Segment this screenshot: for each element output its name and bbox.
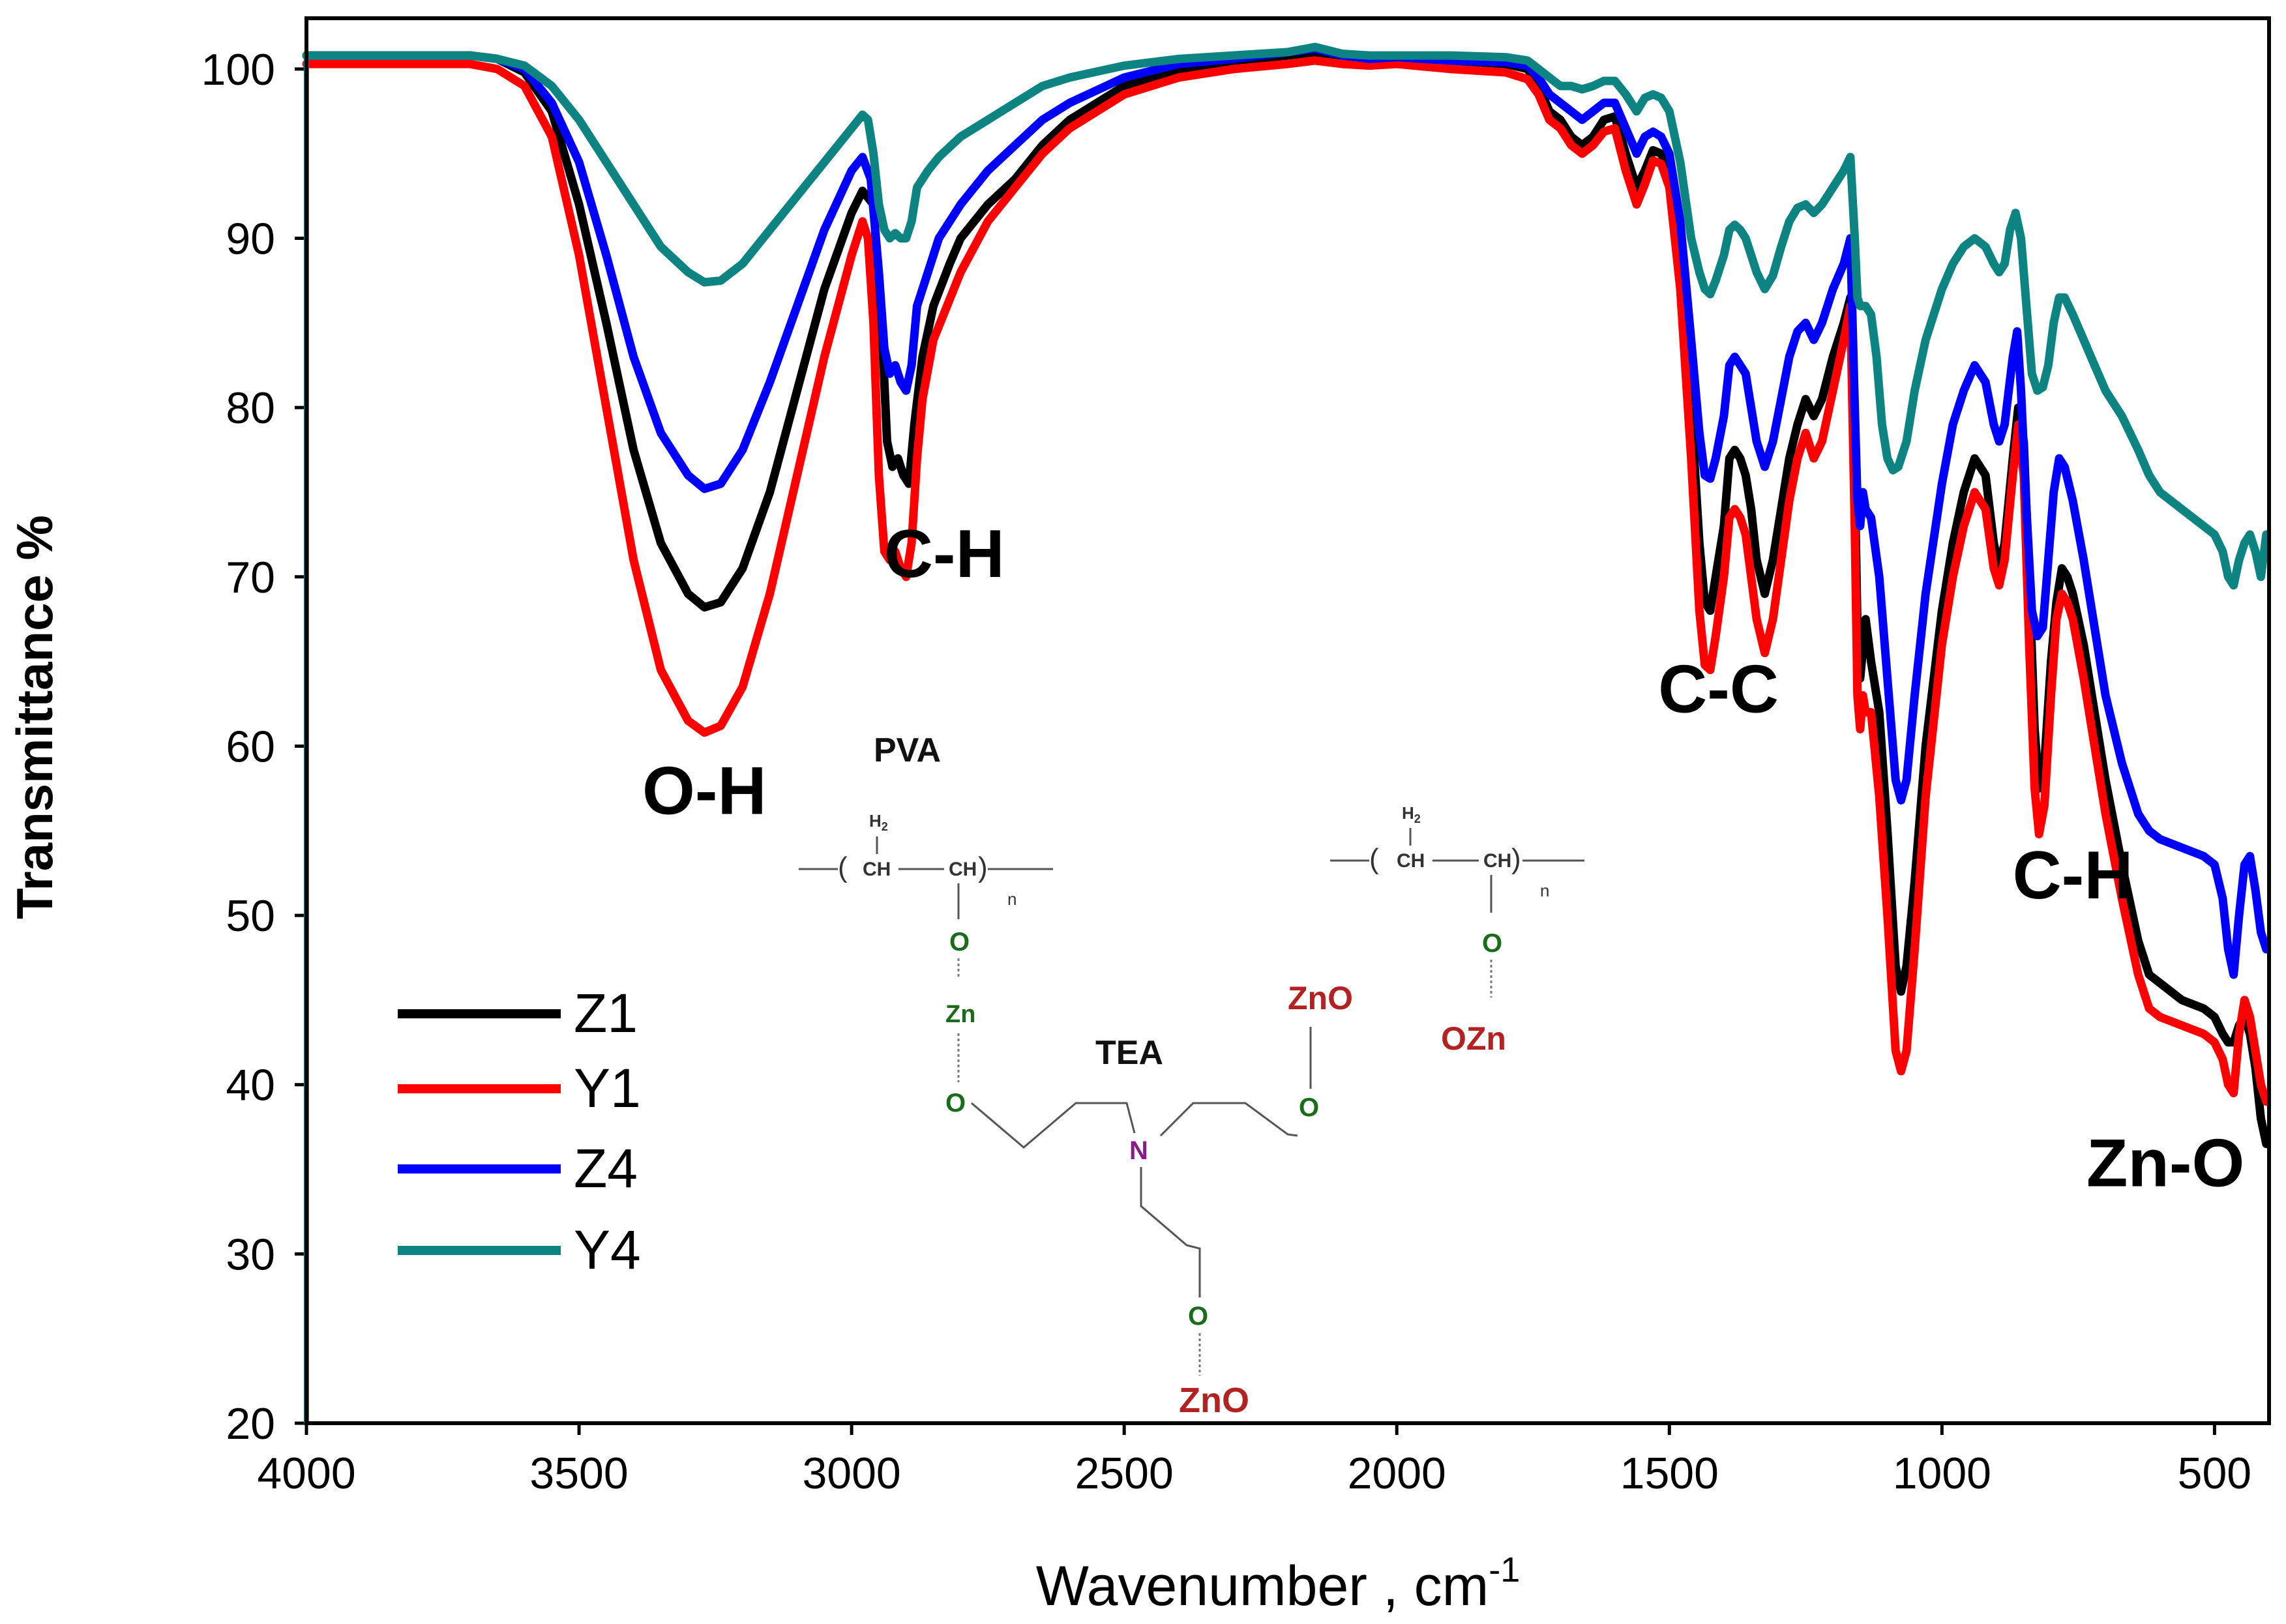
- plot-frame: [304, 16, 2271, 1425]
- peak-annotation: C-C: [1658, 652, 1779, 728]
- tea-bottom-zno: ZnO: [1179, 1381, 1249, 1420]
- pva-right-open-paren: (: [1369, 843, 1379, 875]
- pva-chain-right: ( CH H2 CH ) n O OZn: [1330, 803, 1584, 1057]
- pva-left-open-paren: (: [838, 851, 848, 883]
- x-tick-label: 3000: [802, 1449, 900, 1498]
- tea-nitrogen: N: [1129, 1136, 1148, 1165]
- pva-right-oxygen: O: [1482, 929, 1502, 958]
- series-line-y1: [302, 56, 2271, 1106]
- pva-label: PVA: [874, 731, 941, 769]
- pva-chain-left: ( CH H2 CH ) n O Zn: [799, 811, 1053, 1082]
- legend-label-z1: Z1: [574, 982, 638, 1044]
- axis-ticks: 4000 3500 3000 2500 2000 1500 1000 500 20 30 40 50 6…: [201, 45, 2252, 1498]
- x-tick-label: 2000: [1348, 1449, 1446, 1498]
- legend-entry-y1: Y1: [398, 1057, 641, 1119]
- y-tick-label: 80: [226, 383, 275, 433]
- legend-label-z4: Z4: [574, 1138, 638, 1199]
- tea-left-oxygen: O: [945, 1089, 966, 1117]
- peak-annotation: C-H: [884, 516, 1005, 592]
- x-axis-label-superscript: -1: [1489, 1550, 1520, 1589]
- series-line-z4: [302, 44, 2271, 979]
- pva-left-h2: H2: [869, 811, 888, 833]
- peak-annotations: O-H C-H C-C C-H Zn-O: [642, 516, 2244, 1202]
- chemical-structure-inset: PVA ( CH H2 CH ) n O Zn TEA O N O: [799, 731, 1584, 1420]
- tea-right-arm: [1159, 1102, 1298, 1137]
- x-tick-label: 1500: [1620, 1449, 1719, 1498]
- tea-bottom-oxygen: O: [1188, 1302, 1208, 1331]
- pva-right-close-paren: ): [1511, 843, 1521, 875]
- pva-right-h2: H2: [1402, 803, 1421, 825]
- tea-molecule: TEA O N O ZnO O ZnO: [945, 980, 1353, 1420]
- pva-left-oxygen: O: [949, 928, 970, 956]
- x-axis-label: Wavenumber , cm-1: [1036, 1550, 1521, 1617]
- y-tick-label: 40: [226, 1061, 275, 1110]
- tea-bottom-arm: [1140, 1167, 1201, 1297]
- series-line-y4: [302, 42, 2271, 590]
- pva-right-repeat-n: n: [1540, 881, 1549, 900]
- y-axis-label: Transmittance %: [6, 515, 63, 919]
- x-tick-label: 1000: [1893, 1449, 1991, 1498]
- tea-left-arm: [971, 1102, 1136, 1149]
- y-tick-label: 30: [226, 1230, 275, 1279]
- x-tick-label: 3500: [529, 1449, 628, 1498]
- pva-left-ch2: CH: [863, 859, 891, 880]
- y-tick-label: 100: [201, 45, 275, 95]
- x-tick-label: 4000: [257, 1449, 355, 1498]
- tea-right-oxygen: O: [1299, 1093, 1319, 1122]
- peak-annotation: Zn-O: [2086, 1126, 2245, 1202]
- pva-left-ch: CH: [949, 859, 977, 880]
- tea-right-zno: ZnO: [1288, 980, 1353, 1016]
- y-tick-label: 70: [226, 553, 275, 602]
- legend-label-y4: Y4: [574, 1219, 641, 1280]
- legend-label-y1: Y1: [574, 1057, 641, 1119]
- tea-label: TEA: [1095, 1034, 1163, 1072]
- y-tick-label: 20: [226, 1399, 275, 1449]
- x-tick-label: 500: [2178, 1449, 2251, 1498]
- peak-annotation: O-H: [642, 753, 767, 829]
- legend-entry-z1: Z1: [398, 982, 638, 1044]
- y-tick-label: 60: [226, 722, 275, 771]
- pva-left-repeat-n: n: [1007, 889, 1017, 909]
- pva-right-ozn: OZn: [1441, 1020, 1506, 1057]
- peak-annotation: C-H: [2013, 838, 2133, 913]
- x-tick-label: 2500: [1075, 1449, 1174, 1498]
- pva-left-close-paren: ): [978, 851, 988, 883]
- legend-entry-z4: Z4: [398, 1138, 638, 1199]
- zn-bridge: Zn: [945, 1001, 975, 1028]
- legend-entry-y4: Y4: [398, 1219, 641, 1280]
- pva-right-ch2: CH: [1397, 850, 1425, 872]
- legend: Z1 Y1 Z4 Y4: [398, 982, 641, 1280]
- pva-right-ch: CH: [1483, 850, 1511, 872]
- y-tick-label: 50: [226, 891, 275, 941]
- y-tick-label: 90: [226, 214, 275, 264]
